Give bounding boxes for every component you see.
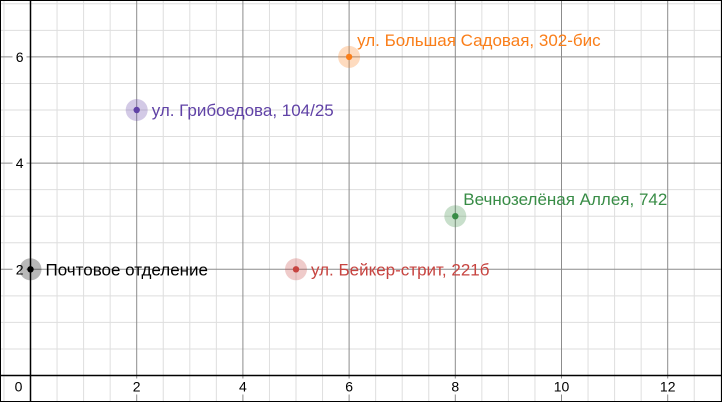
x-tick-label: 12 [660, 379, 676, 395]
x-tick-label-bg [237, 378, 249, 395]
data-point[interactable] [27, 266, 34, 273]
y-tick-label-bg [12, 155, 27, 172]
data-points: Почтовое отделение ул. Грибоедова, 104/25… [19, 31, 667, 281]
data-point-label: ул. Бейкер-стрит, 221б [311, 260, 490, 279]
y-tick-label: 2 [16, 261, 24, 277]
x-tick-label-bg [449, 378, 461, 395]
data-point-label: Почтовое отделение [46, 260, 209, 279]
y-tick-label-bg [12, 48, 27, 65]
data-point-label: Вечнозелёная Аллея, 742 [463, 190, 667, 209]
x-tick-label: 6 [345, 379, 353, 395]
data-point[interactable] [452, 213, 459, 220]
y-tick-label-bg [12, 261, 27, 278]
data-point-group[interactable]: Почтовое отделение [19, 258, 209, 281]
data-point-group[interactable]: ул. Бейкер-стрит, 221б [285, 258, 490, 281]
tick-labels: 0 2 4 6 8 10 12 2 4 6 [12, 48, 677, 395]
data-point-label: ул. Грибоедова, 104/25 [152, 101, 334, 120]
data-point-group[interactable]: Вечнозелёная Аллея, 742 [444, 190, 667, 228]
data-point-label: ул. Большая Садовая, 302-бис [357, 31, 601, 50]
x-tick-label-bg [658, 378, 677, 395]
x-tick-label-bg [13, 378, 24, 395]
data-point[interactable] [292, 266, 300, 273]
data-point[interactable] [133, 106, 140, 114]
x-tick-label: 10 [554, 379, 570, 395]
x-tick-label: 0 [15, 379, 23, 395]
data-point[interactable] [345, 53, 353, 61]
data-point-group[interactable]: ул. Грибоедова, 104/25 [125, 99, 334, 121]
x-tick-label-bg [343, 378, 355, 395]
x-tick-label: 8 [451, 379, 459, 395]
data-point-group[interactable]: ул. Большая Садовая, 302-бис [338, 31, 601, 68]
x-tick-label: 4 [239, 379, 247, 395]
y-tick-label: 4 [16, 155, 24, 171]
x-tick-label-bg [552, 378, 571, 395]
y-tick-label: 6 [16, 49, 24, 65]
x-tick-label: 2 [133, 379, 141, 395]
x-tick-label-bg [131, 378, 143, 395]
